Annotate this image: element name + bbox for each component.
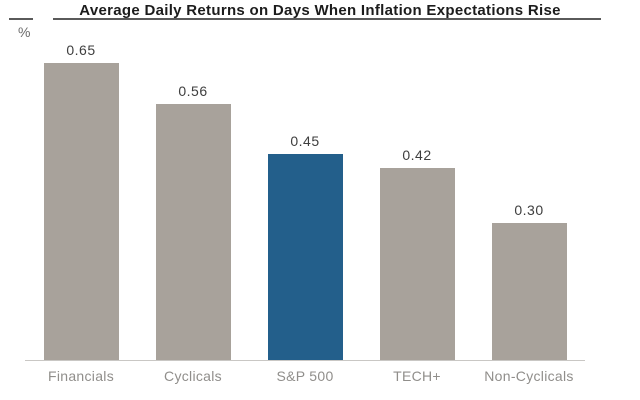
title-underline bbox=[53, 18, 601, 20]
bar-value-label: 0.42 bbox=[402, 147, 432, 163]
bar-value-label: 0.30 bbox=[514, 201, 544, 218]
category-label: Non-Cyclicals bbox=[484, 368, 574, 384]
title-underline-left-segment bbox=[9, 18, 33, 20]
category-labels-row: Financials Cyclicals S&P 500 TECH+ Non-Cycli… bbox=[25, 368, 585, 384]
category-label: S&P 500 bbox=[276, 368, 334, 384]
bar-value-label: 0.65 bbox=[66, 41, 96, 58]
bar-group: 0.30 bbox=[473, 40, 585, 360]
bar-group: 0.42 bbox=[361, 40, 473, 360]
category-label: Cyclicals bbox=[164, 368, 222, 384]
bar bbox=[43, 62, 119, 360]
bar bbox=[267, 154, 343, 360]
bar-value-label: 0.56 bbox=[178, 83, 208, 99]
category-label: Financials bbox=[47, 368, 115, 384]
y-axis-unit-label: % bbox=[18, 24, 31, 40]
bar-group: 0.65 bbox=[25, 40, 137, 360]
bar bbox=[491, 222, 567, 360]
bar-group: 0.45 bbox=[249, 40, 361, 360]
plot-area: 0.65 0.56 0.45 0.42 0.30 bbox=[25, 40, 585, 361]
chart-title: Average Daily Returns on Days When Infla… bbox=[79, 2, 561, 19]
bar bbox=[379, 168, 455, 360]
category-label: TECH+ bbox=[393, 368, 441, 384]
bar-value-label: 0.45 bbox=[290, 133, 320, 150]
bar bbox=[155, 104, 231, 360]
bar-group: 0.56 bbox=[137, 40, 249, 360]
